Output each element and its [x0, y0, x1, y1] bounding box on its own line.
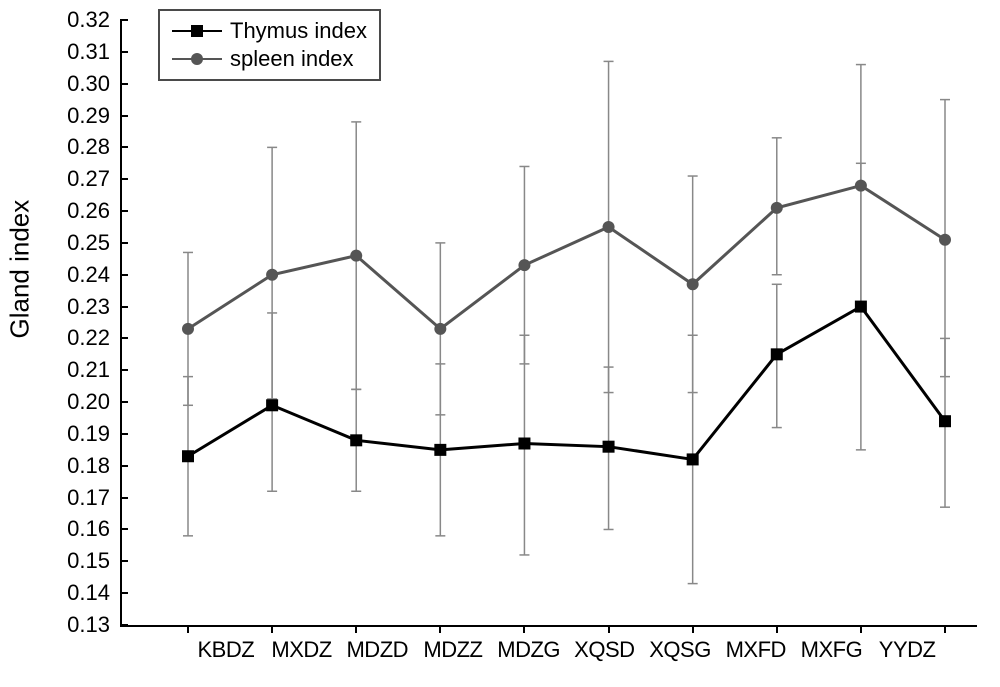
- x-tick-label: MDZZ: [423, 637, 482, 663]
- x-tick-mark: [523, 625, 525, 633]
- y-tick-label: 0.25: [67, 230, 110, 256]
- x-tick-mark: [608, 625, 610, 633]
- marker-circle: [603, 221, 615, 233]
- x-tick-label: XQSG: [649, 637, 711, 663]
- marker-square: [687, 453, 699, 465]
- y-tick-mark: [120, 115, 128, 117]
- marker-circle: [687, 278, 699, 290]
- marker-circle: [771, 202, 783, 214]
- x-tick-mark: [355, 625, 357, 633]
- y-tick-mark: [120, 146, 128, 148]
- y-tick-mark: [120, 19, 128, 21]
- x-tick-label: MXFD: [726, 637, 786, 663]
- legend-marker-thymus: [172, 30, 222, 32]
- y-tick-mark: [120, 560, 128, 562]
- x-tick-label: MDZD: [346, 637, 408, 663]
- legend: Thymus index spleen index: [158, 9, 381, 81]
- marker-square: [771, 348, 783, 360]
- y-tick-label: 0.22: [67, 325, 110, 351]
- y-tick-mark: [120, 306, 128, 308]
- marker-circle: [182, 323, 194, 335]
- marker-square: [855, 301, 867, 313]
- y-tick-label: 0.31: [67, 39, 110, 65]
- legend-row-thymus: Thymus index: [172, 17, 367, 45]
- marker-square: [182, 450, 194, 462]
- legend-marker-spleen: [172, 58, 222, 60]
- y-tick-mark: [120, 497, 128, 499]
- x-tick-label: MXDZ: [271, 637, 331, 663]
- marker-circle: [434, 323, 446, 335]
- series-line: [188, 307, 945, 460]
- x-tick-mark: [187, 625, 189, 633]
- x-tick-label: MXFG: [801, 637, 863, 663]
- x-tick-label: KBDZ: [198, 637, 255, 663]
- y-tick-mark: [120, 210, 128, 212]
- y-tick-mark: [120, 433, 128, 435]
- marker-square: [350, 434, 362, 446]
- y-tick-label: 0.13: [67, 612, 110, 638]
- marker-square: [603, 441, 615, 453]
- y-tick-label: 0.29: [67, 103, 110, 129]
- y-tick-label: 0.30: [67, 71, 110, 97]
- y-tick-mark: [120, 624, 128, 626]
- marker-circle: [939, 234, 951, 246]
- y-tick-label: 0.23: [67, 294, 110, 320]
- x-tick-mark: [860, 625, 862, 633]
- marker-square: [939, 415, 951, 427]
- y-tick-mark: [120, 369, 128, 371]
- y-tick-mark: [120, 178, 128, 180]
- chart-svg: [0, 0, 1000, 687]
- y-tick-label: 0.32: [67, 7, 110, 33]
- y-tick-mark: [120, 337, 128, 339]
- x-tick-mark: [271, 625, 273, 633]
- y-tick-label: 0.15: [67, 548, 110, 574]
- y-tick-mark: [120, 528, 128, 530]
- y-tick-label: 0.20: [67, 389, 110, 415]
- y-tick-mark: [120, 465, 128, 467]
- y-tick-label: 0.28: [67, 134, 110, 160]
- y-tick-label: 0.21: [67, 357, 110, 383]
- marker-circle: [350, 250, 362, 262]
- y-tick-label: 0.16: [67, 516, 110, 542]
- legend-row-spleen: spleen index: [172, 45, 367, 73]
- marker-square: [518, 438, 530, 450]
- x-tick-label: XQSD: [574, 637, 634, 663]
- y-tick-label: 0.14: [67, 580, 110, 606]
- y-tick-label: 0.24: [67, 262, 110, 288]
- marker-square: [266, 399, 278, 411]
- marker-circle: [855, 180, 867, 192]
- x-tick-label: YYDZ: [879, 637, 936, 663]
- y-tick-label: 0.26: [67, 198, 110, 224]
- x-tick-mark: [776, 625, 778, 633]
- x-tick-mark: [692, 625, 694, 633]
- chart-container: Gland index Thymus index spleen index 0.…: [0, 0, 1000, 687]
- y-tick-label: 0.27: [67, 166, 110, 192]
- y-tick-label: 0.19: [67, 421, 110, 447]
- y-tick-label: 0.18: [67, 453, 110, 479]
- y-tick-mark: [120, 401, 128, 403]
- marker-circle: [266, 269, 278, 281]
- x-tick-mark: [944, 625, 946, 633]
- series-line: [188, 186, 945, 329]
- marker-square: [434, 444, 446, 456]
- y-tick-mark: [120, 274, 128, 276]
- y-tick-label: 0.17: [67, 485, 110, 511]
- y-tick-mark: [120, 51, 128, 53]
- y-tick-mark: [120, 592, 128, 594]
- y-tick-mark: [120, 83, 128, 85]
- legend-label-spleen: spleen index: [230, 46, 354, 72]
- marker-circle: [518, 259, 530, 271]
- x-tick-mark: [439, 625, 441, 633]
- y-tick-mark: [120, 242, 128, 244]
- legend-label-thymus: Thymus index: [230, 18, 367, 44]
- x-tick-label: MDZG: [497, 637, 560, 663]
